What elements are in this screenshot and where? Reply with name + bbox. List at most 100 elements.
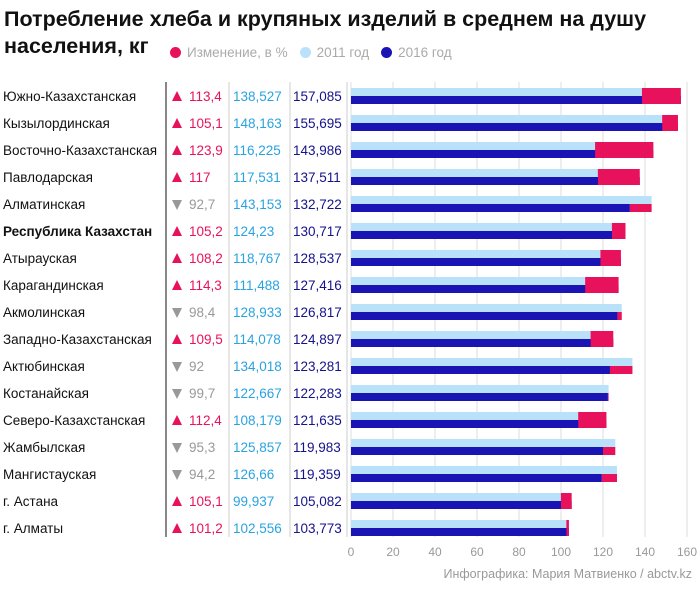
region-label: Актюбинская (3, 359, 85, 374)
bar-2016-overlay (351, 474, 602, 482)
change-value: 108,2 (189, 251, 223, 266)
bar-2016-overlay (351, 447, 603, 455)
bar-2011 (351, 142, 596, 150)
value-2016: 121,635 (293, 413, 342, 428)
bar-2011 (351, 520, 567, 528)
bar-2011 (351, 223, 612, 231)
x-tick-label: 20 (386, 545, 400, 559)
legend-dot-change (170, 47, 181, 58)
bar-2011 (351, 115, 663, 123)
value-2016: 103,773 (293, 521, 342, 536)
change-value: 105,1 (189, 116, 223, 131)
arrow-up-icon (172, 253, 182, 263)
region-label: Карагандинская (3, 278, 104, 293)
bar-2016-overlay (351, 204, 630, 212)
bar-change (590, 331, 614, 347)
bar-2016-overlay (351, 150, 596, 158)
bar-2016-overlay (351, 339, 591, 347)
change-value: 92,7 (189, 197, 215, 212)
x-tick-label: 0 (348, 545, 355, 559)
value-2011: 116,225 (233, 143, 281, 158)
arrow-down-icon (172, 443, 182, 453)
value-2011: 143,153 (233, 197, 282, 212)
value-2016: 124,897 (293, 332, 342, 347)
bar-change-down (601, 474, 617, 482)
bar-change (600, 250, 621, 266)
bar-2016-overlay (351, 366, 610, 374)
value-2016: 123,281 (293, 359, 342, 374)
bar-2016-overlay (351, 258, 601, 266)
bar-change (595, 142, 654, 158)
change-value: 123,9 (189, 143, 223, 158)
region-label: Северо-Казахстанская (3, 413, 145, 428)
value-2016: 128,537 (293, 251, 342, 266)
legend-label-2011: 2011 год (316, 45, 370, 60)
arrow-up-icon (172, 226, 182, 236)
legend-label-change: Изменение, в % (187, 45, 288, 60)
legend-label-2016: 2016 год (398, 45, 452, 60)
bar-2011 (351, 331, 591, 339)
x-tick-label: 40 (428, 545, 442, 559)
region-label: Республика Казахстан (3, 224, 152, 239)
value-2016: 119,359 (293, 467, 341, 482)
bar-change-down (607, 393, 609, 401)
bar-change (662, 115, 678, 131)
value-2011: 118,767 (233, 251, 281, 266)
value-2011: 126,66 (233, 467, 274, 482)
arrow-down-icon (172, 389, 182, 399)
region-label: г. Астана (3, 494, 59, 509)
region-label: Акмолинская (3, 305, 85, 320)
change-value: 113,4 (189, 89, 222, 104)
region-label: Южно-Казахстанская (3, 89, 136, 104)
arrow-up-icon (172, 280, 182, 290)
bar-change-down (602, 447, 616, 455)
value-2016: 130,717 (293, 224, 342, 239)
bar-2011 (351, 358, 633, 366)
change-value: 101,2 (189, 521, 223, 536)
x-tick-label: 120 (593, 545, 613, 559)
value-2011: 111,488 (233, 278, 280, 293)
bar-2016-overlay (351, 285, 586, 293)
bar-2016-overlay (351, 393, 608, 401)
bar-change (641, 88, 681, 104)
bar-2011 (351, 466, 617, 474)
change-value: 99,7 (189, 386, 215, 401)
change-value: 95,3 (189, 440, 215, 455)
region-label: Алматинская (3, 197, 85, 212)
x-tick-label: 60 (470, 545, 484, 559)
bar-2011 (351, 493, 561, 501)
bar-change (560, 493, 572, 509)
change-value: 92 (189, 359, 204, 374)
arrow-down-icon (172, 308, 182, 318)
arrow-up-icon (172, 334, 182, 344)
bar-2011 (351, 196, 652, 204)
arrow-down-icon (172, 200, 182, 210)
bar-2016-overlay (351, 312, 618, 320)
bar-change (566, 520, 569, 536)
arrow-up-icon (172, 523, 182, 533)
value-2016: 122,283 (293, 386, 342, 401)
value-2011: 128,933 (233, 305, 282, 320)
region-label: г. Алматы (3, 521, 63, 536)
bar-2011 (351, 88, 642, 96)
arrow-up-icon (172, 91, 182, 101)
value-2011: 148,163 (233, 116, 282, 131)
change-value: 117 (189, 170, 211, 185)
bar-change-down (617, 312, 622, 320)
legend-dot-2016 (381, 47, 393, 58)
value-2011: 122,667 (233, 386, 282, 401)
arrow-up-icon (172, 145, 182, 155)
region-label: Костанайская (3, 386, 89, 401)
legend: Изменение, в % 2011 год 2016 год (170, 45, 464, 60)
value-2016: 105,082 (293, 494, 342, 509)
bar-2011 (351, 385, 609, 393)
change-value: 109,5 (189, 332, 223, 347)
change-value: 98,4 (189, 305, 216, 320)
bar-change (585, 277, 619, 293)
arrow-up-icon (172, 415, 182, 425)
change-value: 105,1 (189, 494, 223, 509)
bar-change (578, 412, 607, 428)
value-2016: 126,817 (293, 305, 342, 320)
legend-dot-2011 (299, 47, 311, 58)
bar-2016-overlay (351, 528, 567, 536)
